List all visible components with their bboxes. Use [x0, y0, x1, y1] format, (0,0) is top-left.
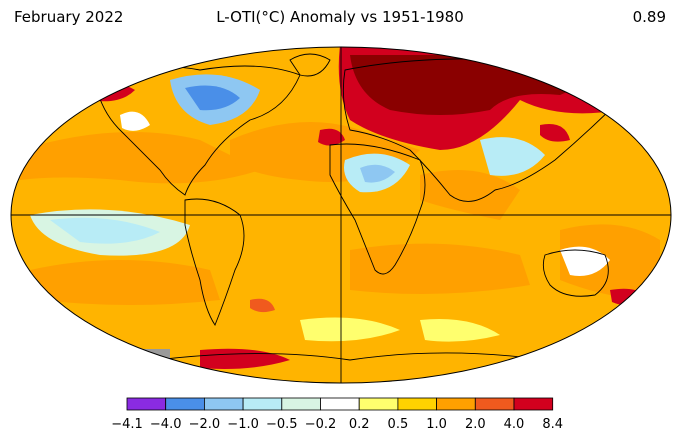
global-mean-value: 0.89	[632, 8, 666, 26]
colorbar-swatch	[474, 397, 515, 411]
anomaly-region-warm	[350, 243, 530, 294]
colorbar-labels: −4.1 −4.0 −2.0 −1.0 −0.5 −0.2 0.2 0.5 1.0 2.0 4.0 8…	[111, 417, 563, 432]
colorbar-swatch	[165, 397, 205, 411]
colorbar-swatch	[358, 397, 399, 411]
anomaly-region-mild	[420, 319, 500, 342]
colorbar-swatch	[281, 397, 321, 411]
colorbar-tick-label: 2.0	[465, 417, 486, 432]
colorbar-swatch	[513, 397, 554, 411]
anomaly-region-neutral	[560, 246, 610, 276]
colorbar-swatch	[397, 397, 437, 411]
anomaly-region-cool	[360, 164, 395, 183]
colorbar-tick-label: 0.2	[349, 417, 370, 432]
anomaly-region-mild	[300, 317, 400, 342]
colorbar-tick-label: −2.0	[189, 417, 221, 432]
colorbar-tick-label: −0.2	[305, 417, 337, 432]
anomaly-region-hot	[540, 124, 570, 142]
anomaly-region-cool	[480, 137, 545, 176]
map-title: L-OTI(°C) Anomaly vs 1951-1980	[216, 8, 464, 26]
anomaly-region-hot	[318, 128, 345, 146]
anomaly-region-warm	[30, 260, 220, 305]
colorbar-swatch	[203, 397, 244, 411]
map-date-title: February 2022	[14, 8, 124, 26]
anomaly-region-hot	[250, 298, 275, 313]
globe-outline	[10, 46, 672, 384]
colorbar-tick-label: 0.5	[388, 417, 409, 432]
colorbar-swatches	[126, 397, 554, 411]
colorbar-tick-label: −0.5	[266, 417, 298, 432]
colorbar-swatch	[126, 397, 167, 411]
colorbar-swatch	[320, 397, 360, 411]
colorbar-tick-label: 4.0	[504, 417, 525, 432]
colorbar-swatch	[436, 397, 476, 411]
colorbar-tick-label: −1.0	[227, 417, 259, 432]
colorbar-tick-label: −4.0	[150, 417, 182, 432]
anomaly-region-warm	[420, 170, 520, 220]
colorbar-tick-label: −4.1	[111, 417, 143, 432]
colorbar-tick-label: 1.0	[426, 417, 447, 432]
anomaly-region-warm	[560, 224, 660, 300]
anomaly-region-neutral	[120, 111, 150, 131]
colorbar-tick-label: 8.4	[542, 417, 563, 432]
colorbar-swatch	[242, 397, 283, 411]
anomaly-region-cold	[185, 85, 240, 111]
anomaly-region-cool	[50, 217, 160, 244]
